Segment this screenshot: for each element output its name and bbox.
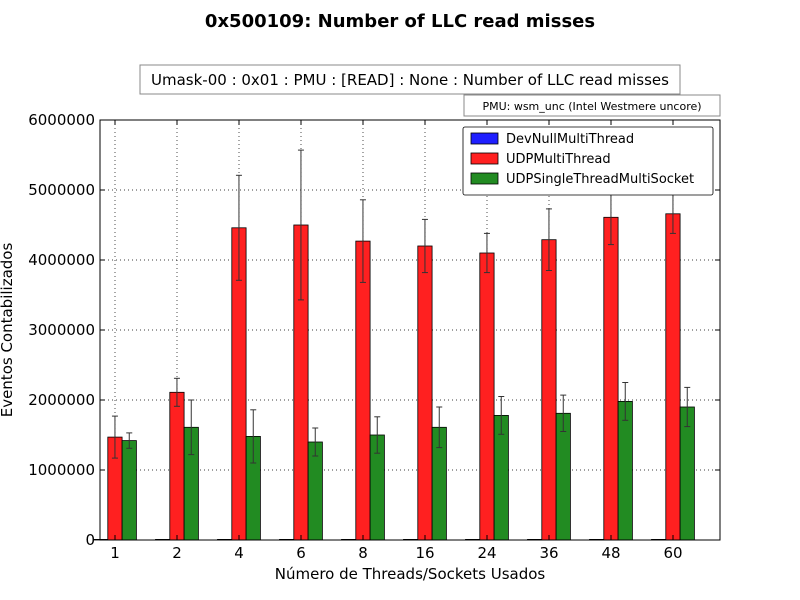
x-tick-label: 4 [234, 544, 244, 562]
bar-UDPMultiThread [355, 240, 371, 541]
bar-UDPSingleThreadMultiSocket [307, 441, 323, 541]
legend-swatch [470, 152, 499, 165]
bar-UDPMultiThread [479, 252, 495, 541]
x-tick-label: 60 [663, 544, 682, 562]
bar-UDPSingleThreadMultiSocket [121, 440, 137, 541]
legend-label: UDPMultiThread [506, 152, 611, 167]
y-tick-label: 5000000 [28, 181, 95, 199]
x-axis-label: Número de Threads/Sockets Usados [275, 565, 546, 583]
legend-box [462, 126, 714, 196]
legend-label: DevNullMultiThread [506, 132, 634, 147]
chart-subtitle: Umask-00 : 0x01 : PMU : [READ] : None : … [151, 71, 669, 89]
legend-label: UDPSingleThreadMultiSocket [506, 172, 694, 187]
pmu-note: PMU: wsm_unc (Intel Westmere uncore) [482, 100, 701, 113]
y-tick-label: 3000000 [28, 321, 95, 339]
y-tick-label: 6000000 [28, 111, 95, 129]
bars [93, 213, 695, 541]
legend-swatch [470, 172, 499, 185]
ticks: 0 1000000 2000000 3000000 4000000 5000000 6000… [28, 111, 720, 562]
legend-swatch [470, 132, 499, 145]
bar-UDPMultiThread [665, 213, 681, 541]
bar-UDPMultiThread [417, 245, 433, 541]
bar-UDPMultiThread [603, 216, 619, 541]
x-tick-label: 24 [477, 544, 496, 562]
x-tick-label: 16 [415, 544, 434, 562]
y-tick-label: 4000000 [28, 251, 95, 269]
subtitle-box: Umask-00 : 0x01 : PMU : [READ] : None : … [139, 64, 681, 95]
y-tick-label: 1000000 [28, 461, 95, 479]
x-tick-label: 2 [172, 544, 182, 562]
x-tick-label: 1 [110, 544, 120, 562]
x-tick-label: 48 [601, 544, 620, 562]
y-axis-label: Eventos Contabilizados [0, 243, 16, 418]
x-tick-label: 36 [539, 544, 558, 562]
legend: DevNullMultiThread UDPMultiThread UDPSingl… [462, 126, 714, 196]
bar-UDPMultiThread [169, 391, 185, 541]
pmu-note-box: PMU: wsm_unc (Intel Westmere uncore) [463, 94, 721, 117]
y-tick-label: 0 [85, 531, 95, 549]
y-tick-label: 2000000 [28, 391, 95, 409]
bar-UDPSingleThreadMultiSocket [555, 412, 571, 541]
x-tick-label: 8 [358, 544, 368, 562]
bar-UDPSingleThreadMultiSocket [617, 400, 633, 541]
bar-UDPMultiThread [541, 239, 557, 541]
chart-title: 0x500109: Number of LLC read misses [205, 11, 595, 32]
error-bars [111, 149, 691, 464]
x-tick-label: 6 [296, 544, 306, 562]
